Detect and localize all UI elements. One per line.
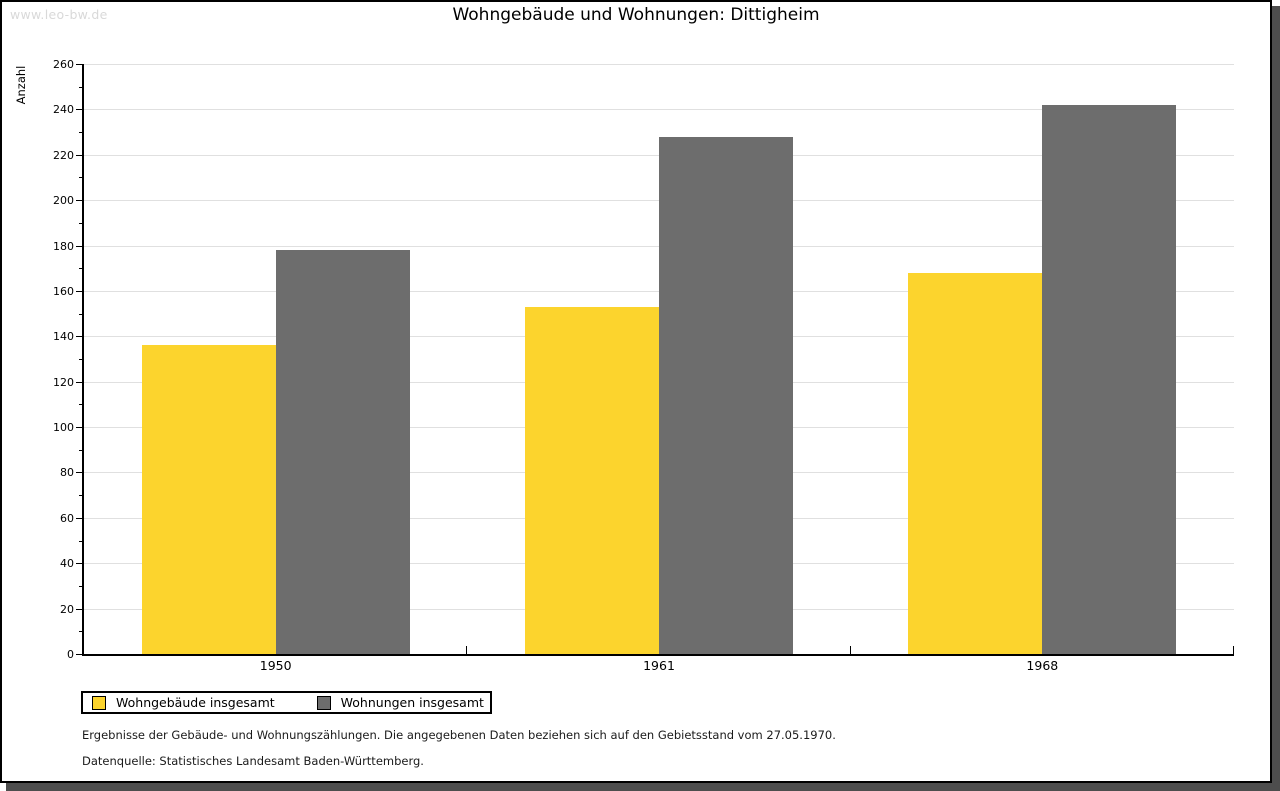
y-tick-120: [76, 381, 82, 383]
y-tick-90: [79, 449, 82, 451]
legend: Wohngebäude insgesamt Wohnungen insgesamt: [81, 691, 492, 714]
y-tick-140: [76, 336, 82, 338]
y-tick-label-20: 20: [60, 602, 74, 616]
y-tick-10: [79, 631, 82, 633]
x-category-label: 1961: [643, 658, 675, 673]
y-tick-100: [76, 427, 82, 429]
x-tick-1: [466, 646, 468, 654]
y-tick-0: [76, 654, 82, 655]
y-tick-label-100: 100: [53, 421, 74, 435]
y-tick-label-200: 200: [53, 194, 74, 208]
x-category-label: 1968: [1026, 658, 1059, 673]
x-tick-2: [849, 646, 851, 654]
y-tick-190: [79, 222, 82, 224]
y-tick-80: [76, 472, 82, 474]
y-tick-50: [79, 540, 82, 542]
y-tick-40: [76, 563, 82, 565]
y-tick-label-220: 220: [53, 148, 74, 162]
bar-1961-1: [659, 136, 793, 654]
y-tick-160: [76, 290, 82, 292]
legend-item-0: Wohngebäude insgesamt: [92, 695, 275, 710]
y-tick-170: [79, 268, 82, 270]
x-tick-3: [1233, 646, 1234, 654]
y-tick-30: [79, 585, 82, 587]
bar-1950-1: [275, 250, 410, 654]
y-tick-label-40: 40: [60, 557, 74, 571]
y-tick-label-160: 160: [53, 284, 74, 298]
frame-shadow-right: [1272, 6, 1280, 791]
bar-1968-1: [1042, 104, 1177, 654]
y-tick-180: [76, 245, 82, 247]
bar-1961-0: [525, 306, 659, 654]
y-tick-200: [76, 200, 82, 202]
legend-swatch-0: [92, 695, 106, 710]
bar-1950-0: [141, 345, 276, 654]
chart-title: Wohngebäude und Wohnungen: Dittigheim: [452, 5, 820, 25]
y-tick-130: [79, 359, 82, 360]
y-tick-230: [79, 132, 82, 134]
legend-item-1: Wohnungen insgesamt: [316, 695, 484, 710]
y-tick-label-180: 180: [53, 239, 74, 253]
frame-shadow-bottom: [6, 783, 1280, 791]
x-category-label: 1950: [259, 658, 292, 673]
y-tick-label-0: 0: [67, 648, 74, 661]
y-tick-label-240: 240: [53, 103, 74, 117]
y-tick-150: [79, 313, 82, 315]
gridline-260: [84, 64, 1234, 65]
footer-source: Datenquelle: Statistisches Landesamt Bad…: [82, 754, 424, 768]
bar-1968-0: [908, 272, 1043, 654]
legend-label-1: Wohnungen insgesamt: [340, 695, 484, 710]
y-tick-210: [79, 177, 82, 179]
gridline-240: [84, 109, 1234, 111]
y-tick-220: [76, 154, 82, 156]
y-tick-label-140: 140: [53, 330, 74, 344]
legend-label-0: Wohngebäude insgesamt: [116, 695, 275, 710]
y-tick-label-80: 80: [60, 466, 74, 480]
y-tick-label-120: 120: [53, 375, 74, 389]
y-tick-260: [76, 64, 82, 65]
y-tick-label-260: 260: [53, 58, 74, 71]
y-tick-20: [76, 608, 82, 610]
plot-area: [82, 64, 1234, 656]
watermark: www.leo-bw.de: [10, 7, 108, 22]
y-tick-250: [79, 86, 82, 88]
legend-swatch-1: [316, 695, 331, 710]
y-tick-70: [79, 495, 82, 497]
y-tick-60: [76, 517, 82, 519]
footer-note: Ergebnisse der Gebäude- und Wohnungszähl…: [82, 728, 836, 742]
y-tick-label-60: 60: [60, 511, 74, 525]
y-tick-110: [79, 404, 82, 406]
y-tick-240: [76, 109, 82, 111]
y-axis-label: Anzahl: [14, 65, 28, 105]
